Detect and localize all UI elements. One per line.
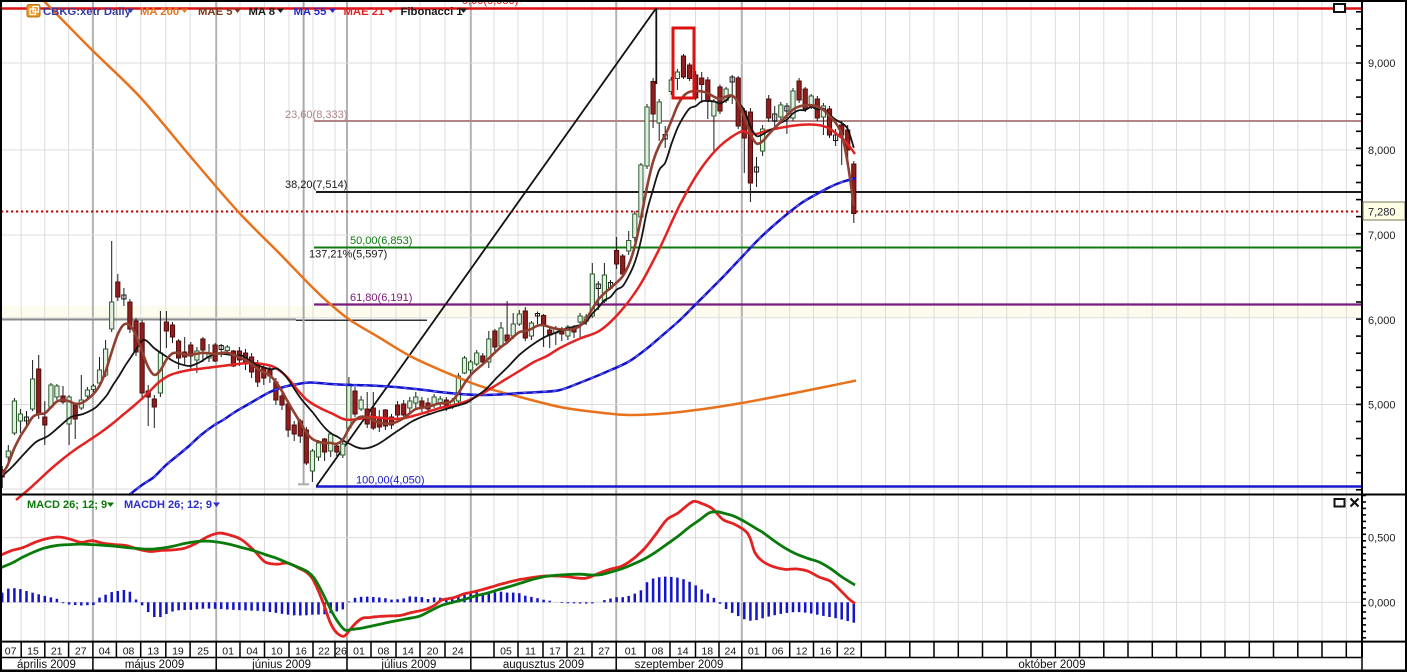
- svg-text:24: 24: [725, 646, 737, 658]
- svg-text:22: 22: [843, 646, 855, 658]
- svg-text:19: 19: [172, 646, 184, 658]
- svg-text:0,000: 0,000: [1368, 597, 1396, 609]
- svg-text:17: 17: [549, 646, 561, 658]
- svg-text:április 2009: április 2009: [17, 659, 76, 671]
- svg-text:01: 01: [748, 646, 760, 658]
- svg-text:október 2009: október 2009: [1018, 659, 1085, 671]
- svg-text:61,80(6,191): 61,80(6,191): [350, 292, 412, 304]
- svg-text:16: 16: [820, 646, 832, 658]
- svg-text:27: 27: [598, 646, 610, 658]
- svg-text:08: 08: [123, 646, 135, 658]
- svg-text:01: 01: [222, 646, 234, 658]
- svg-text:16: 16: [295, 646, 307, 658]
- svg-text:augusztus 2009: augusztus 2009: [503, 659, 584, 671]
- svg-text:137,21%(5,597): 137,21%(5,597): [309, 249, 387, 261]
- svg-text:MAE 21: MAE 21: [344, 6, 385, 18]
- svg-text:23,60(8,333): 23,60(8,333): [285, 109, 347, 121]
- svg-text:22: 22: [318, 646, 330, 658]
- svg-text:MACD 26; 12; 9: MACD 26; 12; 9: [27, 499, 107, 511]
- svg-text:38,20(7,514): 38,20(7,514): [285, 179, 347, 191]
- svg-text:szeptember 2009: szeptember 2009: [635, 659, 724, 671]
- svg-text:0,00(9,050): 0,00(9,050): [462, 0, 518, 7]
- svg-text:7,000: 7,000: [1368, 230, 1396, 242]
- svg-text:12: 12: [796, 646, 808, 658]
- svg-text:01: 01: [353, 646, 365, 658]
- svg-text:04: 04: [246, 646, 258, 658]
- svg-text:0,500: 0,500: [1368, 533, 1396, 545]
- svg-text:05: 05: [500, 646, 512, 658]
- svg-text:MA 200: MA 200: [140, 6, 179, 18]
- svg-text:21: 21: [574, 646, 586, 658]
- svg-text:14: 14: [402, 646, 414, 658]
- svg-text:01: 01: [625, 646, 637, 658]
- svg-text:08: 08: [652, 646, 664, 658]
- svg-text:MA 55: MA 55: [294, 6, 327, 18]
- svg-text:13: 13: [147, 646, 159, 658]
- svg-text:9,000: 9,000: [1368, 58, 1396, 70]
- svg-text:5,000: 5,000: [1368, 400, 1396, 412]
- svg-text:27: 27: [75, 646, 87, 658]
- svg-text:08: 08: [378, 646, 390, 658]
- svg-text:25: 25: [197, 646, 209, 658]
- svg-text:15: 15: [27, 646, 39, 658]
- svg-text:50,00(6,853): 50,00(6,853): [350, 235, 412, 247]
- svg-text:Fibonacci 1: Fibonacci 1: [401, 6, 463, 18]
- svg-text:június 2009: június 2009: [251, 659, 311, 671]
- svg-text:8,000: 8,000: [1368, 145, 1396, 157]
- svg-text:MACDH 26; 12; 9: MACDH 26; 12; 9: [124, 499, 212, 511]
- svg-text:100,00(4,050): 100,00(4,050): [356, 475, 425, 487]
- svg-text:10: 10: [271, 646, 283, 658]
- svg-text:14: 14: [677, 646, 689, 658]
- svg-text:május 2009: május 2009: [125, 659, 184, 671]
- svg-text:6,000: 6,000: [1368, 315, 1396, 327]
- svg-text:20: 20: [427, 646, 439, 658]
- svg-text:07: 07: [5, 646, 17, 658]
- svg-text:04: 04: [99, 646, 111, 658]
- svg-text:CBKG:xetr Daily: CBKG:xetr Daily: [43, 6, 132, 18]
- svg-text:18: 18: [701, 646, 713, 658]
- svg-text:21: 21: [51, 646, 63, 658]
- svg-text:26: 26: [335, 646, 347, 658]
- svg-text:MA 8: MA 8: [249, 6, 276, 18]
- svg-text:24: 24: [452, 646, 464, 658]
- svg-text:7,280: 7,280: [1368, 207, 1396, 219]
- svg-text:11: 11: [525, 646, 536, 658]
- svg-text:július 2009: július 2009: [380, 659, 436, 671]
- svg-text:06: 06: [772, 646, 784, 658]
- svg-text:MAE 5: MAE 5: [198, 6, 233, 18]
